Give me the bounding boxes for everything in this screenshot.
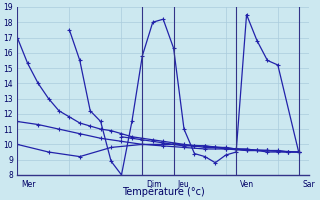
Text: Ven: Ven	[240, 180, 254, 189]
Text: Mer: Mer	[21, 180, 36, 189]
Text: Jeu: Jeu	[178, 180, 189, 189]
Text: Dim: Dim	[147, 180, 162, 189]
X-axis label: Température (°c): Température (°c)	[122, 186, 204, 197]
Text: Sar: Sar	[303, 180, 316, 189]
